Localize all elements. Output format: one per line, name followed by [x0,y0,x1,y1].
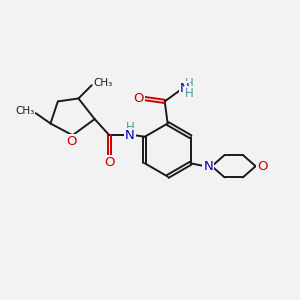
Text: H: H [185,87,194,100]
Text: O: O [134,92,144,105]
Text: H: H [185,77,194,90]
Text: H: H [126,122,134,134]
Text: CH₃: CH₃ [93,78,112,88]
Text: N: N [203,160,213,173]
Text: N: N [180,82,189,95]
Text: O: O [257,160,267,173]
Text: O: O [66,135,76,148]
Text: O: O [104,156,115,169]
Text: N: N [125,129,135,142]
Text: CH₃: CH₃ [15,106,34,116]
